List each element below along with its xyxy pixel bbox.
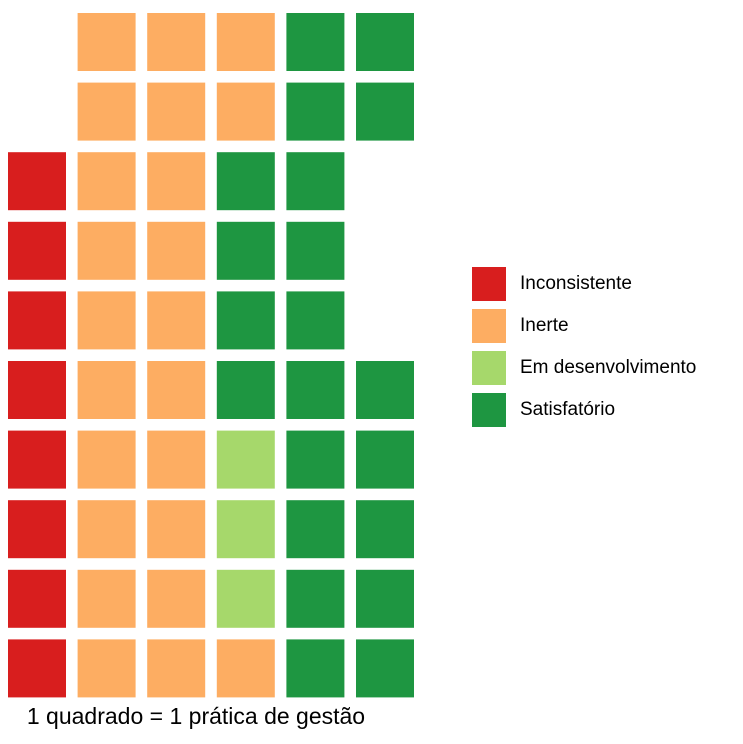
legend-label-em-desenvolvimento: Em desenvolvimento xyxy=(520,357,697,378)
waffle-square-inconsistente xyxy=(8,430,66,489)
waffle-square-inerte xyxy=(77,291,136,350)
waffle-square-satisfatorio xyxy=(216,221,275,280)
waffle-square-inerte xyxy=(147,639,206,698)
waffle-square-inerte xyxy=(77,152,136,211)
waffle-square-satisfatorio xyxy=(216,291,275,350)
waffle-square-inerte xyxy=(147,569,206,628)
waffle-square-inerte xyxy=(147,152,206,211)
waffle-square-inerte xyxy=(77,430,136,489)
legend-swatch-satisfatorio xyxy=(472,393,506,427)
legend-label-satisfatorio: Satisfatório xyxy=(520,399,616,420)
waffle-square-satisfatorio xyxy=(356,82,414,141)
waffle-square-satisfatorio xyxy=(216,152,275,211)
waffle-square-satisfatorio xyxy=(356,361,414,419)
waffle-square-inconsistente xyxy=(8,569,66,628)
legend-item-em-desenvolvimento: Em desenvolvimento xyxy=(472,347,696,389)
waffle-square-em-desenvolvimento xyxy=(216,569,275,628)
waffle-square-inerte xyxy=(77,82,136,141)
waffle-square-inerte xyxy=(147,221,206,280)
legend-item-satisfatorio: Satisfatório xyxy=(472,389,696,431)
waffle-square-satisfatorio xyxy=(286,361,345,419)
waffle-square-inerte xyxy=(147,82,206,141)
legend-swatch-em-desenvolvimento xyxy=(472,351,506,385)
waffle-square-inconsistente xyxy=(8,639,66,698)
chart-caption: 1 quadrado = 1 prática de gestão xyxy=(26,703,366,729)
waffle-square-satisfatorio xyxy=(286,221,345,280)
waffle-square-inerte xyxy=(216,639,275,698)
waffle-square-satisfatorio xyxy=(216,361,275,419)
waffle-square-inerte xyxy=(147,291,206,350)
waffle-square-satisfatorio xyxy=(356,13,414,71)
waffle-square-em-desenvolvimento xyxy=(216,430,275,489)
waffle-square-inconsistente xyxy=(8,361,66,419)
waffle-square-satisfatorio xyxy=(286,152,345,211)
waffle-square-satisfatorio xyxy=(286,569,345,628)
waffle-square-satisfatorio xyxy=(286,82,345,141)
waffle-square-satisfatorio xyxy=(356,430,414,489)
waffle-square-inerte xyxy=(77,361,136,419)
waffle-square-em-desenvolvimento xyxy=(216,500,275,559)
waffle-square-inerte xyxy=(147,13,206,71)
waffle-square-inerte xyxy=(147,430,206,489)
waffle-square-inerte xyxy=(147,500,206,559)
legend-label-inerte: Inerte xyxy=(520,315,569,336)
waffle-square-satisfatorio xyxy=(286,500,345,559)
waffle-square-inerte xyxy=(77,13,136,71)
waffle-square-satisfatorio xyxy=(356,500,414,559)
waffle-square-inconsistente xyxy=(8,500,66,559)
waffle-square-satisfatorio xyxy=(286,639,345,698)
legend-item-inconsistente: Inconsistente xyxy=(472,263,696,305)
waffle-square-satisfatorio xyxy=(356,569,414,628)
waffle-square-inerte xyxy=(147,361,206,419)
waffle-square-satisfatorio xyxy=(356,639,414,698)
waffle-square-inerte xyxy=(77,221,136,280)
waffle-square-satisfatorio xyxy=(286,13,345,71)
legend-label-inconsistente: Inconsistente xyxy=(520,273,632,294)
waffle-square-inerte xyxy=(216,82,275,141)
waffle-square-satisfatorio xyxy=(286,430,345,489)
waffle-square-inerte xyxy=(216,13,275,71)
legend: Inconsistente Inerte Em desenvolvimento … xyxy=(472,263,696,431)
waffle-square-inconsistente xyxy=(8,221,66,280)
waffle-square-inerte xyxy=(77,639,136,698)
waffle-square-inerte xyxy=(77,569,136,628)
legend-swatch-inerte xyxy=(472,309,506,343)
legend-swatch-inconsistente xyxy=(472,267,506,301)
waffle-square-satisfatorio xyxy=(286,291,345,350)
waffle-square-inerte xyxy=(77,500,136,559)
legend-item-inerte: Inerte xyxy=(472,305,696,347)
waffle-square-inconsistente xyxy=(8,152,66,211)
waffle-square-inconsistente xyxy=(8,291,66,350)
